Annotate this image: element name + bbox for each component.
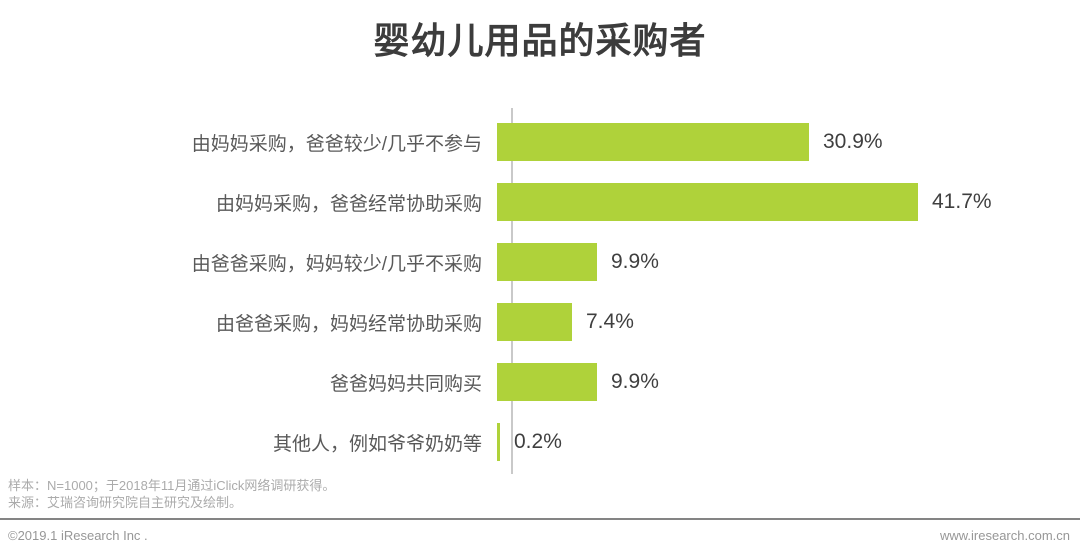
- footer: ©2019.1 iResearch Inc . www.iresearch.co…: [0, 524, 1080, 546]
- bar-area: 30.9%: [497, 123, 1080, 161]
- bar-row: 由爸爸采购，妈妈较少/几乎不采购 9.9%: [0, 232, 1080, 292]
- bar-rows: 由妈妈采购，爸爸较少/几乎不参与 30.9% 由妈妈采购，爸爸经常协助采购 41.7%…: [0, 112, 1080, 472]
- bar-area: 9.9%: [497, 243, 1080, 281]
- footer-website: www.iresearch.com.cn: [939, 527, 1070, 543]
- chart-title: 婴幼儿用品的采购者: [373, 20, 707, 61]
- value-label: 9.9%: [611, 370, 659, 393]
- bar-area: 9.9%: [497, 363, 1080, 401]
- bar: [497, 183, 918, 221]
- category-label: 爸爸妈妈共同购买: [329, 373, 482, 395]
- bar-row: 由妈妈采购，爸爸经常协助采购 41.7%: [0, 172, 1080, 232]
- value-label: 0.2%: [514, 430, 562, 453]
- bar: [497, 243, 597, 281]
- chart-notes: 样本：N=1000；于2018年11月通过iClick网络调研获得。 来源：艾瑞…: [8, 477, 335, 511]
- footer-divider: [0, 518, 1080, 520]
- note-source: 来源：艾瑞咨询研究院自主研究及绘制。: [8, 495, 243, 510]
- category-label: 其他人，例如爷爷奶奶等: [272, 433, 482, 455]
- bar-area: 41.7%: [497, 183, 1080, 221]
- value-label: 7.4%: [586, 310, 634, 333]
- category-label: 由妈妈采购，爸爸经常协助采购: [215, 193, 482, 215]
- bar-row: 其他人，例如爷爷奶奶等 0.2%: [0, 412, 1080, 472]
- value-label: 41.7%: [932, 190, 992, 213]
- value-label: 30.9%: [823, 130, 883, 153]
- bar: [497, 123, 809, 161]
- category-label: 由爸爸采购，妈妈较少/几乎不采购: [191, 253, 482, 275]
- category-label: 由妈妈采购，爸爸较少/几乎不参与: [191, 133, 482, 155]
- value-label: 9.9%: [611, 250, 659, 273]
- footer-copyright: ©2019.1 iResearch Inc .: [8, 527, 148, 543]
- bar-row: 由妈妈采购，爸爸较少/几乎不参与 30.9%: [0, 112, 1080, 172]
- bar-chart: 由妈妈采购，爸爸较少/几乎不参与 30.9% 由妈妈采购，爸爸经常协助采购 41.7%…: [0, 108, 1080, 474]
- category-label: 由爸爸采购，妈妈经常协助采购: [215, 313, 482, 335]
- bar: [497, 303, 572, 341]
- bar-area: 0.2%: [497, 423, 1080, 461]
- note-sample: 样本：N=1000；于2018年11月通过iClick网络调研获得。: [8, 478, 336, 493]
- bar: [497, 363, 597, 401]
- bar-area: 7.4%: [497, 303, 1080, 341]
- bar-row: 爸爸妈妈共同购买 9.9%: [0, 352, 1080, 412]
- y-axis-line: [511, 108, 513, 474]
- bar: [497, 423, 500, 461]
- bar-row: 由爸爸采购，妈妈经常协助采购 7.4%: [0, 292, 1080, 352]
